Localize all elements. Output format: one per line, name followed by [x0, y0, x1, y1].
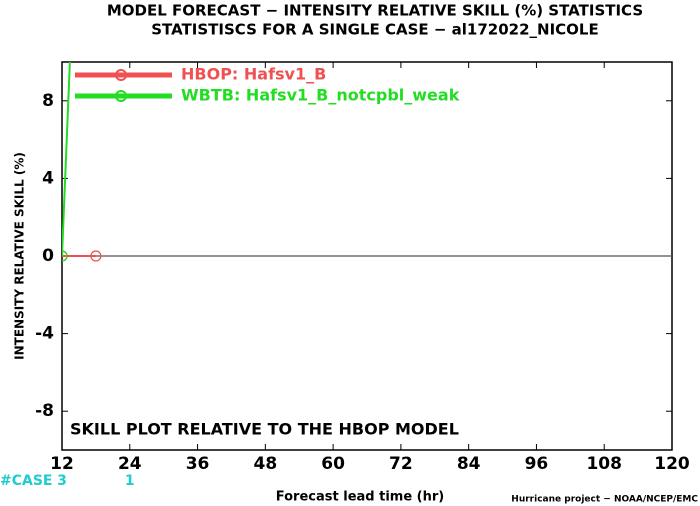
x-tick-label: 120	[654, 454, 690, 474]
footer: Hurricane project − NOAA/NCEP/EMC	[511, 495, 698, 505]
x-axis-label: Forecast lead time (hr)	[276, 490, 444, 505]
x-tick-label: 84	[457, 454, 481, 474]
x-tick-label: 96	[525, 454, 549, 474]
legend-label: WBTB: Hafsv1_B_notcpbl_weak	[181, 86, 460, 105]
y-tick-label: -4	[35, 324, 54, 344]
annotation: SKILL PLOT RELATIVE TO THE HBOP MODEL	[70, 420, 459, 439]
x-tick-label: 72	[389, 454, 413, 474]
series-marker	[90, 250, 102, 262]
series-line	[62, 62, 71, 257]
series-marker	[62, 250, 68, 262]
y-tick-label: 8	[42, 91, 54, 111]
x-tick-label: 60	[321, 454, 345, 474]
legend-marker	[115, 69, 127, 81]
case-label: #CASE	[0, 473, 53, 489]
legend-label: HBOP: Hafsv1_B	[181, 65, 326, 84]
y-tick-label: -8	[35, 401, 54, 421]
legend-marker	[115, 90, 127, 102]
chart-subtitle: STATISTISCS FOR A SINGLE CASE − al172022…	[151, 21, 599, 39]
y-tick-label: 0	[42, 246, 54, 266]
x-tick-label: 12	[50, 454, 74, 474]
plot-area	[62, 62, 102, 262]
x-tick-label: 108	[586, 454, 622, 474]
case-count: 3	[57, 473, 67, 489]
y-tick-label: 4	[42, 168, 54, 188]
chart-title: MODEL FORECAST − INTENSITY RELATIVE SKIL…	[107, 2, 643, 20]
y-axis-label: INTENSITY RELATIVE SKILL (%)	[13, 152, 27, 360]
x-tick-label: 36	[186, 454, 210, 474]
x-tick-label: 24	[118, 454, 142, 474]
x-tick-label: 48	[253, 454, 277, 474]
case-count: 1	[125, 473, 135, 489]
